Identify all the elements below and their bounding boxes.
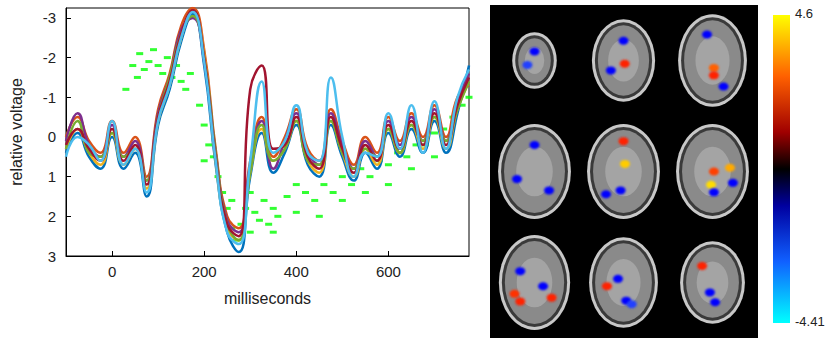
- svg-text:-3: -3: [43, 9, 56, 26]
- svg-text:600: 600: [376, 263, 401, 280]
- svg-text:200: 200: [192, 263, 217, 280]
- svg-text:3: 3: [48, 248, 56, 265]
- svg-text:-2: -2: [43, 49, 56, 66]
- svg-text:relative voltage: relative voltage: [8, 78, 25, 186]
- svg-text:-4.41: -4.41: [795, 314, 825, 329]
- svg-text:4.6: 4.6: [795, 6, 813, 21]
- svg-text:-1: -1: [43, 89, 56, 106]
- svg-text:1: 1: [48, 168, 56, 185]
- svg-text:2: 2: [48, 208, 56, 225]
- svg-text:milliseconds: milliseconds: [224, 290, 311, 307]
- svg-text:0: 0: [108, 263, 116, 280]
- svg-text:400: 400: [284, 263, 309, 280]
- svg-text:0: 0: [48, 128, 56, 145]
